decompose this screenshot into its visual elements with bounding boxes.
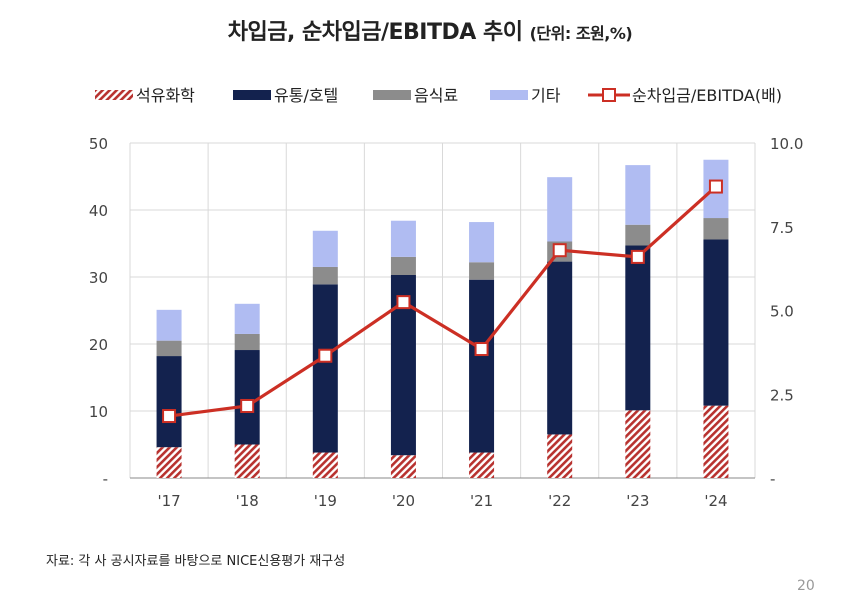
- legend-item-ratio: 순차입금/EBITDA(배): [588, 86, 782, 105]
- y-right-tick-label: 10.0: [770, 135, 803, 153]
- legend-marker-swatch: [602, 88, 616, 102]
- legend-label: 유통/호텔: [274, 86, 338, 105]
- bar-segment-food: [312, 266, 338, 285]
- ratio-line-path: [168, 185, 718, 418]
- bar-segment-petrochemical: [469, 452, 495, 478]
- bar-segment-petrochemical: [234, 444, 260, 478]
- chart-title-unit: (단위: 조원,%): [529, 24, 633, 43]
- legend-swatch: [95, 90, 133, 100]
- x-tick-label: '21: [470, 492, 493, 510]
- bar-segment-petrochemical: [156, 447, 182, 478]
- bar-segment-petrochemical: [390, 455, 416, 478]
- bar-segment-food: [469, 262, 495, 280]
- legend-item-food: 음식료: [373, 86, 458, 105]
- legend-swatch: [490, 90, 528, 100]
- x-tick-label: '24: [704, 492, 727, 510]
- y-left-tick-label: 10: [89, 403, 108, 421]
- y-left-tick-label: 40: [89, 202, 108, 220]
- bar-segment-food: [703, 218, 729, 240]
- x-tick-label: '19: [314, 492, 337, 510]
- ratio-line-marker: [708, 179, 723, 194]
- bar-segment-other: [469, 222, 495, 263]
- chart-title-main: 차입금, 순차입금/EBITDA 추이: [227, 20, 523, 45]
- legend-swatch: [373, 90, 411, 100]
- bar-segment-other: [312, 230, 338, 267]
- legend-item-petrochemical: 석유화학: [95, 86, 195, 105]
- y-right-tick-label: 7.5: [770, 219, 794, 237]
- y-right-tick-label: 2.5: [770, 386, 794, 404]
- bar-segment-food: [234, 333, 260, 351]
- bar-segment-petrochemical: [547, 434, 573, 478]
- bar-segment-food: [156, 340, 182, 357]
- bar-segment-petrochemical: [625, 410, 651, 478]
- y-left-tick-label: 50: [89, 135, 108, 153]
- bar-segment-food: [625, 224, 651, 246]
- bar-segment-other: [625, 165, 651, 225]
- legend-item-other: 기타: [490, 86, 561, 105]
- y-right-tick-label: -: [770, 470, 775, 488]
- bar-segment-retail-hotel: [156, 356, 182, 448]
- x-tick-label: '17: [157, 492, 180, 510]
- bar-segment-petrochemical: [312, 452, 338, 478]
- ratio-line-marker: [552, 243, 567, 258]
- legend-label: 순차입금/EBITDA(배): [632, 86, 782, 105]
- x-tick-label: '22: [548, 492, 571, 510]
- x-tick-label: '23: [626, 492, 649, 510]
- bar-segment-food: [390, 256, 416, 275]
- page-number: 20: [797, 578, 815, 594]
- bar-segment-retail-hotel: [625, 245, 651, 411]
- bar-segment-retail-hotel: [312, 284, 338, 453]
- bar-segment-retail-hotel: [469, 279, 495, 453]
- bar-segment-other: [390, 220, 416, 257]
- y-right-tick-label: 5.0: [770, 303, 794, 321]
- bar-segment-other: [156, 309, 182, 341]
- ratio-line-marker: [318, 348, 333, 363]
- legend-swatch: [233, 90, 271, 100]
- bar-segment-other: [547, 177, 573, 242]
- y-left-tick-label: -: [103, 470, 108, 488]
- bar-segment-retail-hotel: [234, 350, 260, 445]
- ratio-line-marker: [396, 295, 411, 310]
- y-left-tick-label: 20: [89, 336, 108, 354]
- chart-title: 차입금, 순차입금/EBITDA 추이 (단위: 조원,%): [0, 14, 860, 46]
- legend-label: 기타: [531, 86, 561, 105]
- legend-label: 석유화학: [136, 86, 195, 105]
- bar-segment-other: [234, 303, 260, 334]
- ratio-line: [162, 179, 723, 424]
- legend-item-retail-hotel: 유통/호텔: [233, 86, 338, 105]
- y-left-tick-label: 30: [89, 269, 108, 287]
- ratio-line-marker: [630, 249, 645, 264]
- stacked-bar-line-chart: 석유화학 유통/호텔 음식료 기타 순차입금/EBITDA(배) - 10 20 30 40 50…: [89, 86, 804, 510]
- ratio-line-marker: [240, 398, 255, 413]
- x-tick-label: '20: [392, 492, 415, 510]
- x-tick-label: '18: [236, 492, 259, 510]
- bar-segment-retail-hotel: [703, 239, 729, 406]
- gridlines: [129, 142, 756, 478]
- ratio-line-marker: [474, 342, 489, 357]
- legend: 석유화학 유통/호텔 음식료 기타 순차입금/EBITDA(배): [95, 86, 782, 105]
- ratio-line-marker: [162, 409, 177, 424]
- source-note: 자료: 각 사 공시자료를 바탕으로 NICE신용평가 재구성: [46, 554, 346, 569]
- legend-label: 음식료: [414, 86, 458, 105]
- bar-segment-petrochemical: [703, 405, 729, 478]
- bar-segment-retail-hotel: [547, 261, 573, 435]
- axes: - 10 20 30 40 50 - 2.5 5.0 7.5 10.0 '17 '18 '19 '20 '21…: [89, 135, 804, 510]
